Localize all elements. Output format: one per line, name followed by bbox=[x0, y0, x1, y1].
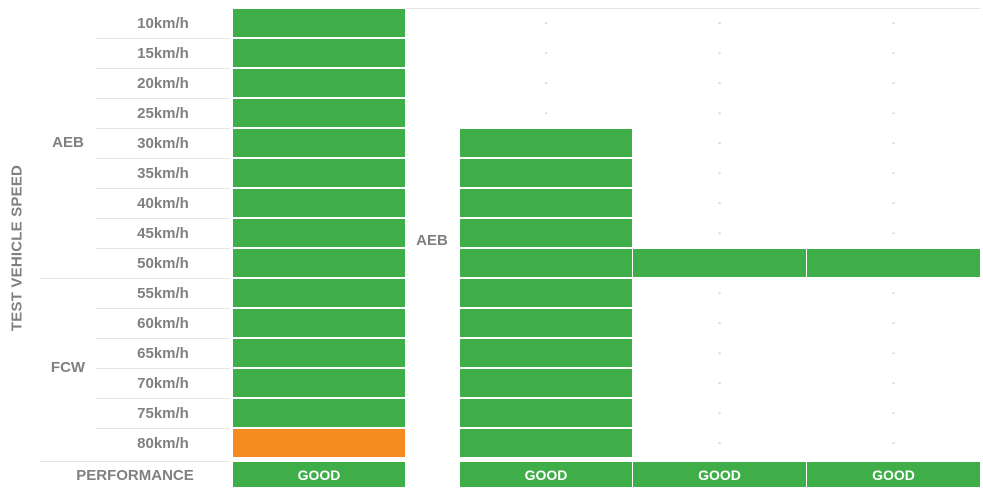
empty-cell-marker: - bbox=[891, 227, 896, 239]
speed-label: 55km/h bbox=[96, 278, 230, 308]
empty-cell-marker: - bbox=[717, 17, 722, 29]
empty-cell-marker: - bbox=[891, 197, 896, 209]
result-cell-good bbox=[459, 248, 633, 278]
empty-cell-marker: - bbox=[891, 77, 896, 89]
empty-cell-marker: - bbox=[717, 167, 722, 179]
result-cell-good bbox=[232, 158, 406, 188]
group-separator bbox=[40, 278, 96, 279]
speed-label: 60km/h bbox=[96, 308, 230, 338]
empty-cell-marker: - bbox=[891, 47, 896, 59]
empty-cell-marker: - bbox=[717, 347, 722, 359]
result-cell-good bbox=[459, 368, 633, 398]
column-header-aeb: AEB bbox=[416, 231, 448, 249]
performance-label: PERFORMANCE bbox=[40, 461, 230, 488]
result-cell-good bbox=[232, 128, 406, 158]
empty-cell-marker: - bbox=[891, 137, 896, 149]
performance-cell: GOOD bbox=[806, 461, 981, 488]
result-cell-good bbox=[232, 188, 406, 218]
empty-cell-marker: - bbox=[891, 407, 896, 419]
empty-cell-marker: - bbox=[717, 287, 722, 299]
speed-label: 65km/h bbox=[96, 338, 230, 368]
empty-cell-marker: - bbox=[891, 17, 896, 29]
performance-cell: GOOD bbox=[632, 461, 807, 488]
empty-cell-marker: - bbox=[717, 317, 722, 329]
result-cell-good bbox=[232, 98, 406, 128]
empty-cell-marker: - bbox=[544, 17, 548, 29]
empty-cell-marker: - bbox=[717, 227, 722, 239]
result-cell-good bbox=[232, 218, 406, 248]
result-cell-good bbox=[459, 398, 633, 428]
top-gridline bbox=[405, 8, 980, 9]
empty-cell-marker: - bbox=[717, 107, 722, 119]
result-cell-good bbox=[459, 128, 633, 158]
speed-label: 45km/h bbox=[96, 218, 230, 248]
empty-cell-marker: - bbox=[717, 377, 722, 389]
y-axis-label: TEST VEHICLE SPEED bbox=[8, 164, 26, 332]
result-cell-good bbox=[806, 248, 981, 278]
result-cell-good bbox=[232, 38, 406, 68]
empty-cell-marker: - bbox=[891, 317, 896, 329]
result-cell-good bbox=[232, 8, 406, 38]
result-cell-good bbox=[459, 428, 633, 458]
result-cell-good bbox=[232, 278, 406, 308]
result-cell-good bbox=[232, 398, 406, 428]
result-cell-good bbox=[459, 308, 633, 338]
speed-label: 30km/h bbox=[96, 128, 230, 158]
result-cell-good bbox=[632, 248, 807, 278]
speed-label: 35km/h bbox=[96, 158, 230, 188]
empty-cell-marker: - bbox=[717, 77, 722, 89]
empty-cell-marker: - bbox=[891, 107, 896, 119]
empty-cell-marker: - bbox=[717, 137, 722, 149]
result-cell-good bbox=[459, 218, 633, 248]
empty-cell-marker: - bbox=[544, 107, 548, 119]
empty-cell-marker: - bbox=[891, 437, 896, 449]
performance-cell: GOOD bbox=[232, 461, 406, 488]
result-cell-good bbox=[232, 68, 406, 98]
empty-cell-marker: - bbox=[891, 287, 896, 299]
result-cell-good bbox=[232, 308, 406, 338]
result-cell-good bbox=[459, 188, 633, 218]
empty-cell-marker: - bbox=[717, 197, 722, 209]
speed-label: 80km/h bbox=[96, 428, 230, 458]
result-cell-good bbox=[459, 338, 633, 368]
empty-cell-marker: - bbox=[717, 47, 722, 59]
speed-label: 15km/h bbox=[96, 38, 230, 68]
result-cell-adequate bbox=[232, 428, 406, 458]
result-cell-good bbox=[459, 278, 633, 308]
group-label-fcw: FCW bbox=[50, 359, 86, 376]
performance-cell: GOOD bbox=[459, 461, 633, 488]
speed-label: 20km/h bbox=[96, 68, 230, 98]
speed-label: 40km/h bbox=[96, 188, 230, 218]
result-cell-good bbox=[232, 338, 406, 368]
empty-cell-marker: - bbox=[717, 437, 722, 449]
result-cell-good bbox=[232, 248, 406, 278]
speed-label: 75km/h bbox=[96, 398, 230, 428]
speed-label: 10km/h bbox=[137, 14, 189, 32]
result-cell-good bbox=[459, 158, 633, 188]
speed-label: 25km/h bbox=[96, 98, 230, 128]
empty-cell-marker: - bbox=[717, 407, 722, 419]
empty-cell-marker: - bbox=[544, 77, 548, 89]
speed-label: 70km/h bbox=[96, 368, 230, 398]
speed-label: 50km/h bbox=[96, 248, 230, 278]
result-cell-good bbox=[232, 368, 406, 398]
empty-cell-marker: - bbox=[891, 167, 896, 179]
group-label-aeb: AEB bbox=[52, 134, 84, 151]
empty-cell-marker: - bbox=[891, 377, 896, 389]
empty-cell-marker: - bbox=[544, 47, 548, 59]
empty-cell-marker: - bbox=[891, 347, 896, 359]
